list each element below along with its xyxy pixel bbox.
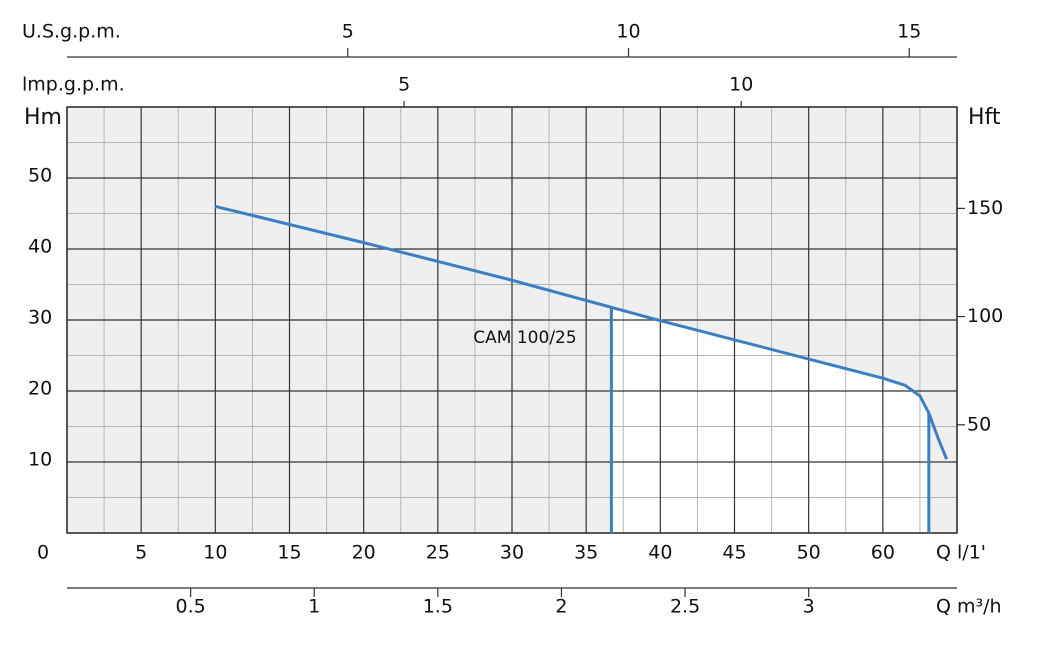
x-tick-label: 5 <box>135 542 147 564</box>
y-tick-label: 10 <box>28 449 52 471</box>
x-tick-label: 20 <box>352 542 376 564</box>
series-label: CAM 100/25 <box>473 328 576 348</box>
x-tick-label: 30 <box>500 542 524 564</box>
tick-label: 5 <box>398 74 410 96</box>
x-tick-label: 0 <box>37 542 49 564</box>
m3h-axis-label: Q m³/h <box>936 596 1002 618</box>
tick-label: 3 <box>803 596 815 618</box>
y-tick-label: 20 <box>28 378 52 400</box>
y2-axis-label: Hft <box>968 105 1001 130</box>
tick-label: 0.5 <box>176 596 206 618</box>
y2-tick-label: 50 <box>967 413 991 435</box>
y-tick-label: 50 <box>28 165 52 187</box>
tick-label: 10 <box>729 74 753 96</box>
tick-label: 2.5 <box>670 596 700 618</box>
x-tick-label: 10 <box>203 542 227 564</box>
y2-tick-label: 100 <box>967 305 1003 327</box>
x-tick-label: 25 <box>426 542 450 564</box>
x-tick-label: 60 <box>871 542 895 564</box>
pump-curve <box>214 204 949 460</box>
x-tick-label: 15 <box>277 542 301 564</box>
plot-frame <box>66 106 958 534</box>
y2-tick-label: 150 <box>967 197 1003 219</box>
tick-label: 2 <box>555 596 567 618</box>
tick-label: 1.5 <box>423 596 453 618</box>
tick-label: 15 <box>897 21 921 43</box>
tick-label: 10 <box>616 21 640 43</box>
y-tick-label: 30 <box>28 307 52 329</box>
x-tick-label: 45 <box>722 542 746 564</box>
x-axis-label: Q l/1' <box>936 542 986 564</box>
tick-label: 5 <box>342 21 354 43</box>
x-tick-label: 40 <box>648 542 672 564</box>
operating-region <box>611 307 929 533</box>
x-tick-label: 50 <box>797 542 821 564</box>
impgpm-axis-label: lmp.g.p.m. <box>22 74 125 96</box>
usgpm-axis-label: U.S.g.p.m. <box>22 21 121 43</box>
y-axis-label: Hm <box>24 105 62 130</box>
x-tick-label: 35 <box>574 542 598 564</box>
y-tick-label: 40 <box>28 236 52 258</box>
tick-label: 1 <box>308 596 320 618</box>
